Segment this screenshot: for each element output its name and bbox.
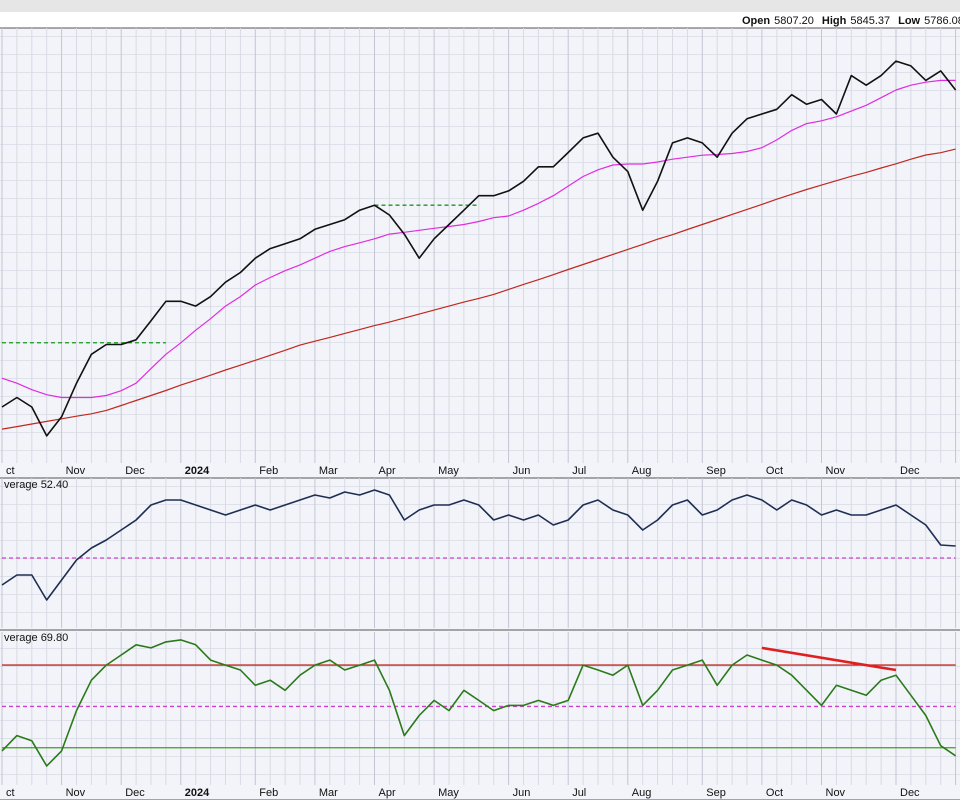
x-tick-label: Nov bbox=[66, 787, 86, 799]
ohlc-value: 5807.20 bbox=[774, 15, 814, 27]
x-tick-label: Jun bbox=[513, 465, 531, 477]
ohlc-value: 5845.37 bbox=[850, 15, 890, 27]
ohlc-label: Low bbox=[898, 15, 920, 27]
x-tick-label: May bbox=[438, 465, 459, 477]
indicator-label: verage 52.40 bbox=[4, 479, 68, 491]
x-tick-label: Oct bbox=[766, 787, 783, 799]
series-line bbox=[1, 489, 956, 601]
x-tick-label: ct bbox=[6, 787, 15, 799]
x-tick-label: Mar bbox=[319, 787, 338, 799]
x-tick-label: Jun bbox=[513, 787, 531, 799]
x-tick-label: ct bbox=[6, 465, 15, 477]
x-tick-label: Nov bbox=[826, 465, 846, 477]
x-tick-label: Nov bbox=[826, 787, 846, 799]
x-tick-label: Jul bbox=[572, 787, 586, 799]
grid-background bbox=[0, 29, 960, 463]
x-tick-label: Apr bbox=[379, 465, 396, 477]
x-tick-label: Jul bbox=[572, 465, 586, 477]
x-tick-label: 2024 bbox=[185, 787, 210, 799]
x-tick-label: Aug bbox=[632, 465, 652, 477]
x-tick-label: Aug bbox=[632, 787, 652, 799]
x-tick-label: Sep bbox=[706, 787, 726, 799]
grid-background bbox=[0, 479, 960, 629]
x-tick-label: Oct bbox=[766, 465, 783, 477]
ohlc-label: Open bbox=[742, 15, 770, 27]
x-tick-label: Dec bbox=[125, 787, 145, 799]
series-line bbox=[1, 148, 956, 430]
series-line bbox=[1, 60, 957, 437]
x-tick-label: Nov bbox=[66, 465, 86, 477]
series-line bbox=[1, 639, 957, 767]
x-tick-label: 2024 bbox=[185, 465, 210, 477]
x-tick-label: Dec bbox=[125, 465, 145, 477]
header-bar bbox=[0, 12, 960, 28]
x-tick-label: Feb bbox=[259, 787, 278, 799]
x-tick-label: Apr bbox=[379, 787, 396, 799]
x-tick-label: Dec bbox=[900, 465, 920, 477]
ohlc-label: High bbox=[822, 15, 847, 27]
x-tick-label: Mar bbox=[319, 465, 338, 477]
grid-background bbox=[0, 631, 960, 785]
labels: verage 52.40 verage 69.80 Open 5807.20 Hig… bbox=[4, 15, 960, 799]
series-line bbox=[1, 79, 956, 399]
grid bbox=[1, 28, 957, 785]
x-tick-label: Dec bbox=[900, 787, 920, 799]
trend-line bbox=[761, 646, 897, 672]
top-bar bbox=[0, 0, 960, 12]
x-tick-label: May bbox=[438, 787, 459, 799]
marks bbox=[1, 60, 957, 767]
indicator-label: verage 69.80 bbox=[4, 632, 68, 644]
x-tick-label: Sep bbox=[706, 465, 726, 477]
x-tick-label: Feb bbox=[259, 465, 278, 477]
ohlc-value: 5786.08 bbox=[924, 15, 960, 27]
